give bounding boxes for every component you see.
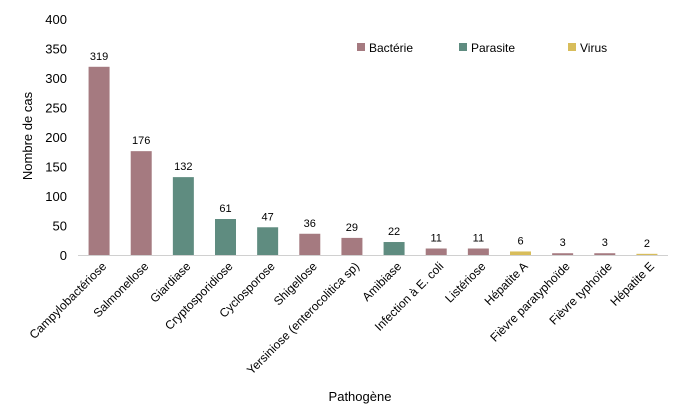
bar xyxy=(552,253,574,255)
bar-value-label: 29 xyxy=(346,222,358,234)
x-axis-title: Pathogène xyxy=(329,389,392,404)
y-tick-label: 300 xyxy=(45,71,67,86)
legend-swatch xyxy=(568,43,576,51)
legend: Bactérie Parasite Virus xyxy=(357,41,607,55)
x-axis: CampylobactérioseSalmonelloseGiardiaseCr… xyxy=(27,255,668,377)
y-axis-title: Nombre de cas xyxy=(20,91,35,180)
y-tick-label: 250 xyxy=(45,101,67,116)
y-tick-label: 0 xyxy=(60,248,67,263)
bar xyxy=(383,242,405,255)
bar xyxy=(257,227,279,255)
bar xyxy=(215,219,236,255)
bar-value-label: 36 xyxy=(304,218,316,230)
legend-label: Bactérie xyxy=(369,41,413,55)
bar xyxy=(172,177,194,255)
bar-value-label: 11 xyxy=(431,233,442,245)
bar xyxy=(341,237,363,255)
bar xyxy=(594,253,616,255)
bar xyxy=(425,248,447,255)
bar-value-label: 22 xyxy=(388,226,400,238)
y-tick-label: 50 xyxy=(53,219,67,234)
y-tick-label: 350 xyxy=(45,42,67,57)
bar-value-label: 3 xyxy=(560,237,566,249)
bar-value-label: 132 xyxy=(174,161,192,173)
y-tick-label: 150 xyxy=(45,160,67,175)
bar-value-label: 176 xyxy=(132,135,150,147)
bar xyxy=(130,151,152,255)
bar xyxy=(88,66,110,255)
legend-label: Virus xyxy=(580,41,607,55)
y-tick-label: 100 xyxy=(45,189,67,204)
bar-value-label: 3 xyxy=(602,237,608,249)
legend-swatch xyxy=(459,43,467,51)
bar xyxy=(510,251,531,255)
bar-value-label: 11 xyxy=(473,233,484,245)
bar xyxy=(299,233,321,255)
bar xyxy=(636,253,658,255)
bar-value-label: 61 xyxy=(219,203,231,215)
x-tick-label: Fièvre paratyphoïde xyxy=(487,259,573,345)
bars: 319 176 132 61 47 36 29 22 11 11 6 3 3 2 xyxy=(88,51,658,255)
bar-value-label: 6 xyxy=(517,235,523,247)
y-axis: 0 50 100 150 200 250 300 350 400 xyxy=(45,12,67,263)
x-tick-label: Hépatite E xyxy=(608,259,658,309)
legend-label: Parasite xyxy=(471,41,515,55)
legend-swatch xyxy=(357,43,365,51)
bar xyxy=(467,248,489,255)
y-tick-label: 400 xyxy=(45,12,67,27)
bar-value-label: 319 xyxy=(90,51,108,63)
y-tick-label: 200 xyxy=(45,130,67,145)
x-tick-label: Campylobactériose xyxy=(27,259,110,342)
bar-value-label: 2 xyxy=(644,238,650,250)
bar-value-label: 47 xyxy=(262,211,274,223)
